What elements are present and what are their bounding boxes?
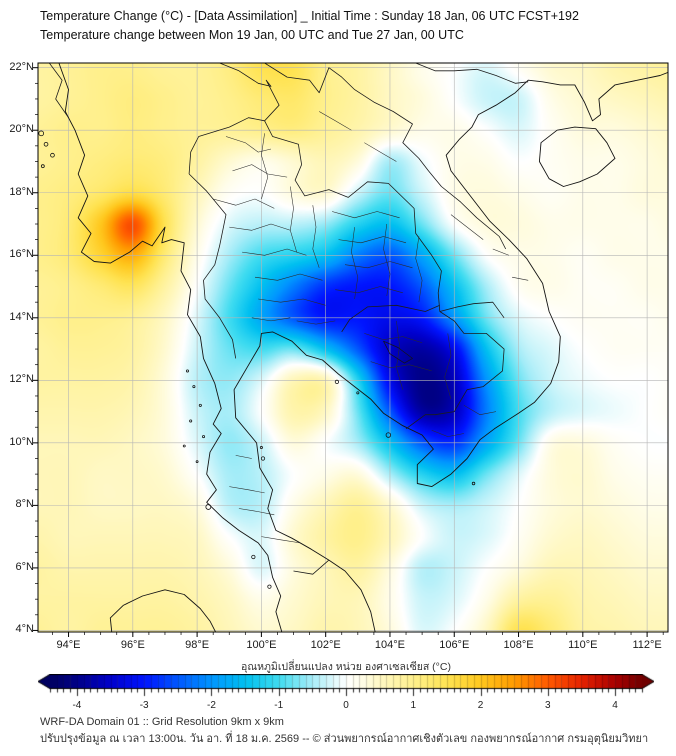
lat-tick-label: 12°N: [9, 373, 34, 386]
colorbar-tick-label: -3: [139, 700, 149, 711]
map-frame: [37, 62, 669, 633]
lat-tick-label: 16°N: [9, 248, 34, 261]
colorbar-tick-label: 0: [343, 700, 349, 711]
lon-tick-label: 108°E: [503, 639, 534, 651]
footer-block: WRF-DA Domain 01 :: Grid Resolution 9km …: [40, 714, 648, 748]
lon-tick-label: 102°E: [310, 639, 341, 651]
lat-tick-label: 10°N: [9, 435, 34, 448]
map-lines: [38, 63, 668, 632]
footer-update-info: ปรับปรุงข้อมูล ณ เวลา 13:00น. วัน อา. ที…: [40, 733, 649, 745]
colorbar-tick-label: 3: [545, 700, 551, 711]
lon-tick-label: 100°E: [246, 639, 277, 651]
colorbar-tick-label: -4: [72, 700, 82, 711]
colorbar-tick-label: -1: [274, 700, 284, 711]
lat-tick-label: 18°N: [9, 185, 34, 198]
lon-tick-label: 106°E: [439, 639, 470, 651]
colorbar: [38, 674, 654, 698]
colorbar-tick-label: -2: [207, 700, 216, 711]
lon-tick-label: 98°E: [185, 639, 210, 651]
lat-tick-label: 20°N: [9, 123, 34, 136]
lat-tick-label: 14°N: [9, 310, 34, 323]
colorbar-tick-label: 4: [612, 700, 618, 711]
lat-tick-label: 22°N: [9, 60, 34, 73]
title-block: Temperature Change (°C) - [Data Assimila…: [40, 7, 579, 45]
lon-tick-label: 96°E: [120, 639, 145, 651]
lon-tick-label: 104°E: [374, 639, 405, 651]
page-subtitle: Temperature change between Mon 19 Jan, 0…: [40, 28, 464, 42]
lat-tick-label: 6°N: [15, 560, 34, 573]
page-title: Temperature Change (°C) - [Data Assimila…: [40, 9, 579, 23]
colorbar-tick-label: 2: [477, 700, 484, 711]
temperature-heatmap-canvas: [38, 63, 668, 632]
lon-tick-label: 94°E: [56, 639, 81, 651]
lon-tick-label: 112°E: [632, 639, 662, 651]
axis-ticks: [33, 67, 664, 637]
footer-domain-info: WRF-DA Domain 01 :: Grid Resolution 9km …: [40, 716, 284, 728]
lat-tick-label: 8°N: [15, 498, 34, 511]
lon-tick-label: 110°E: [568, 639, 598, 651]
colorbar-tick-label: 1: [410, 700, 417, 711]
colorbar-title: อุณหภูมิเปลี่ยนแปลง หน่วย องศาเซลเซียส (…: [241, 661, 451, 673]
lat-tick-label: 4°N: [15, 623, 34, 636]
